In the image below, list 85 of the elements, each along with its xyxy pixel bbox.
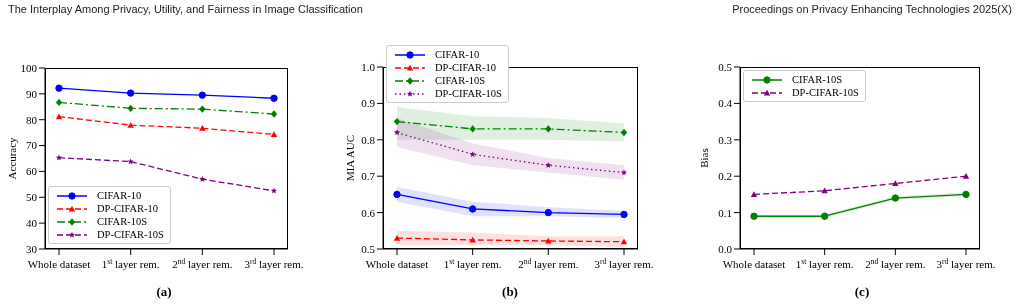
point: [198, 91, 207, 99]
legend-label: DP-CIFAR-10: [435, 61, 497, 74]
point: [545, 162, 552, 168]
legend-label: CIFAR-10: [97, 189, 142, 202]
x-tick-label: Whole dataset: [27, 258, 91, 270]
x-tick-label: 3$^{rd}$ layer rem.: [244, 256, 304, 270]
text: Proceedings on Privacy Enhancing Technologies 2025(X): [732, 3, 1012, 15]
point: [127, 158, 134, 165]
point: [199, 175, 206, 182]
y-tick-label: 30: [26, 242, 38, 255]
text: The Interplay Among Privacy, Utility, and Fairness in Image Classification: [8, 3, 363, 15]
legend-label: CIFAR-10S: [792, 73, 842, 86]
text: (c): [853, 284, 871, 300]
point: [270, 94, 278, 102]
y-tick-label: 0.5: [361, 242, 376, 255]
y-tick-label: 0.1: [718, 206, 732, 219]
point: [620, 128, 628, 137]
x-tick-label: 1$^{st}$ layer rem.: [101, 256, 160, 270]
x-tick-label: Whole dataset: [722, 258, 786, 270]
x-tick-label: 1$^{st}$ layer rem.: [443, 256, 502, 270]
point: [892, 180, 899, 187]
y-tick-label: 40: [26, 217, 38, 230]
point: [545, 125, 552, 133]
point: [270, 131, 278, 138]
y-tick-label: 1.0: [361, 60, 376, 73]
y-axis-title: Bias: [697, 148, 710, 168]
legend-label: CIFAR-10S: [435, 74, 485, 87]
x-tick-label: 2$^{nd}$ layer rem.: [172, 256, 233, 270]
point: [469, 151, 476, 157]
y-tick-label: 70: [26, 139, 38, 152]
y-tick-label: 90: [26, 87, 38, 100]
point: [55, 98, 63, 107]
legend-label: DP-CIFAR-10S: [97, 228, 164, 241]
point: [620, 210, 628, 219]
point: [469, 125, 476, 133]
point: [199, 125, 206, 131]
point: [393, 117, 401, 126]
y-tick-label: 0.3: [718, 133, 733, 146]
point: [393, 190, 401, 199]
point: [127, 104, 134, 113]
y-axis-title: Accuracy: [5, 136, 18, 180]
point: [962, 190, 970, 199]
x-tick-label: Whole dataset: [365, 258, 429, 270]
y-tick-label: 50: [26, 191, 38, 204]
legend-label: CIFAR-10S: [97, 215, 147, 228]
point: [750, 191, 758, 197]
y-tick-label: 60: [26, 165, 38, 178]
y-tick-label: 0.5: [718, 60, 733, 73]
point: [468, 205, 477, 213]
x-tick-label: 2$^{nd}$ layer rem.: [865, 256, 926, 270]
point: [820, 212, 829, 220]
point: [199, 105, 206, 113]
point: [962, 173, 970, 179]
text: (a): [155, 284, 173, 300]
legend-label: DP-CIFAR-10: [97, 202, 159, 215]
point: [620, 238, 628, 245]
point: [270, 110, 278, 118]
legend-label: DP-CIFAR-10S: [435, 87, 502, 100]
y-tick-label: 0.7: [361, 170, 376, 183]
legend-label: DP-CIFAR-10S: [792, 86, 859, 99]
legend-label: CIFAR-10: [435, 48, 480, 61]
x-tick-label: 3$^{rd}$ layer rem.: [936, 256, 996, 270]
point: [127, 121, 134, 128]
y-tick-label: 0.8: [361, 133, 376, 146]
x-tick-label: 2$^{nd}$ layer rem.: [518, 256, 579, 270]
point: [393, 234, 401, 241]
y-tick-label: 0.4: [718, 97, 733, 110]
y-axis-title: MIA AUC: [343, 134, 356, 182]
y-tick-label: 80: [26, 113, 38, 126]
y-tick-label: 0.2: [718, 170, 732, 183]
y-tick-label: 0.6: [361, 206, 376, 219]
point: [545, 237, 552, 244]
point: [750, 212, 758, 220]
point: [55, 113, 63, 120]
point: [891, 194, 900, 202]
text: (b): [501, 284, 519, 300]
x-tick-label: 1$^{st}$ layer rem.: [795, 256, 854, 270]
y-tick-label: 0.9: [361, 97, 376, 110]
point: [126, 89, 135, 97]
y-tick-label: 100: [20, 61, 38, 74]
point: [393, 129, 401, 136]
x-tick-label: 3$^{rd}$ layer rem.: [594, 256, 654, 270]
y-tick-label: 0.0: [718, 242, 733, 255]
point: [55, 84, 63, 92]
point: [544, 208, 553, 217]
